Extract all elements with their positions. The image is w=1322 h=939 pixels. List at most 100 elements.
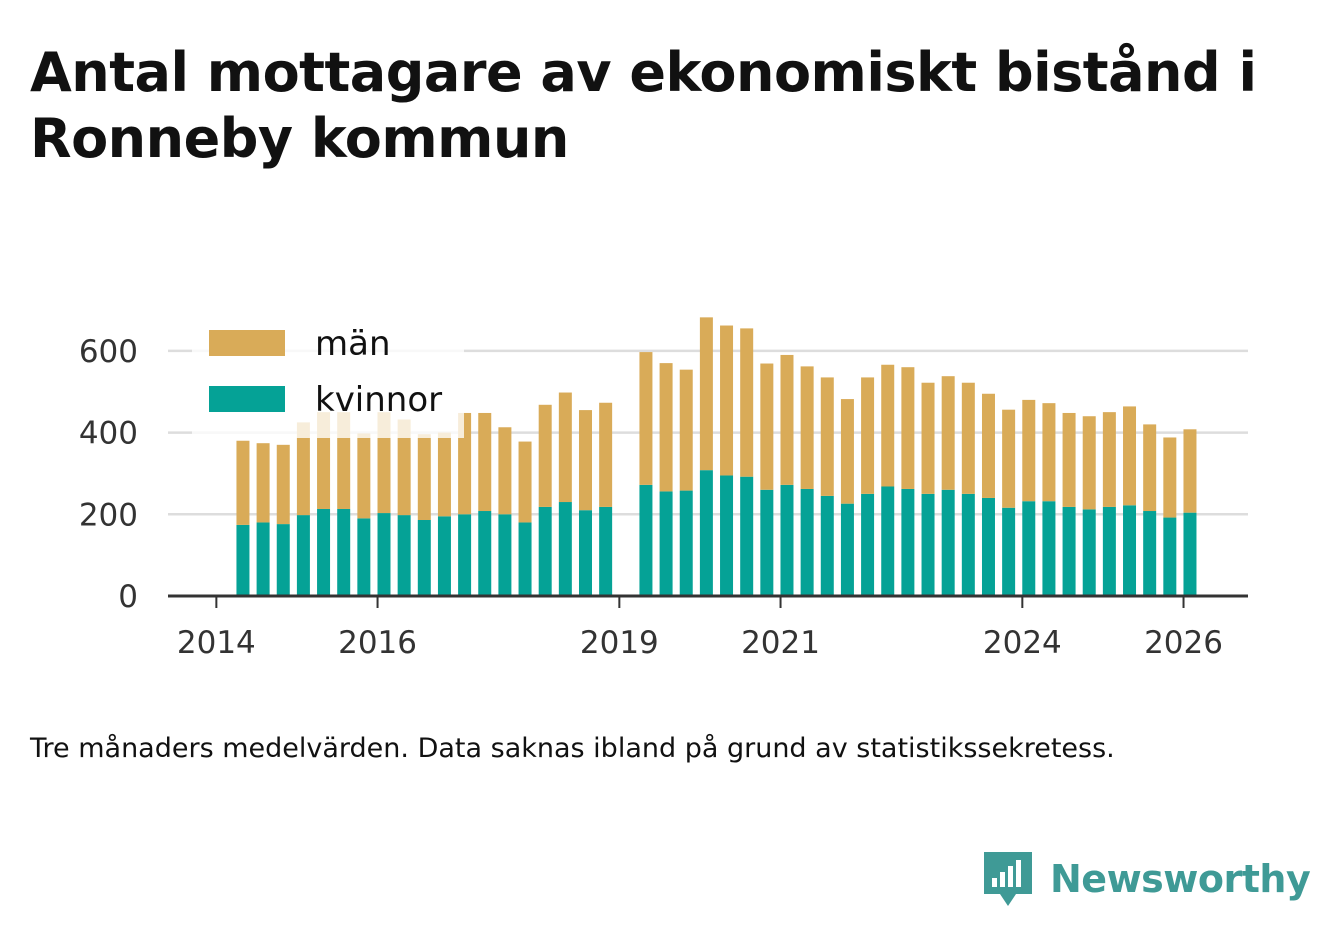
bar-kvinnor	[720, 475, 734, 596]
x-tick-label: 2026	[1144, 625, 1223, 661]
bar-kvinnor	[417, 520, 431, 596]
bar-kvinnor	[317, 508, 331, 596]
bar-man	[861, 377, 875, 494]
bar-man	[901, 367, 915, 489]
bar-man	[1102, 412, 1116, 507]
bar-kvinnor	[1062, 506, 1076, 596]
bar-kvinnor	[518, 522, 532, 596]
bar-kvinnor	[1102, 506, 1116, 596]
bar-kvinnor	[357, 518, 371, 596]
bar-kvinnor	[1163, 517, 1177, 596]
bar-kvinnor	[296, 515, 310, 596]
bar-kvinnor	[478, 511, 492, 596]
bar-man	[840, 399, 854, 504]
bar-man	[1002, 409, 1016, 508]
bar-man	[276, 444, 290, 525]
bar-man	[699, 317, 713, 471]
bar-kvinnor	[921, 493, 935, 596]
x-tick-label: 2019	[580, 625, 659, 661]
bar-man	[800, 366, 814, 489]
bar-kvinnor	[800, 488, 814, 596]
bar-kvinnor	[699, 470, 713, 596]
bar-kvinnor	[961, 493, 975, 596]
bar-man	[820, 377, 834, 496]
legend-label: kvinnor	[315, 380, 442, 420]
bar-man	[1062, 412, 1076, 507]
bar-man	[1163, 437, 1177, 518]
bar-kvinnor	[498, 514, 512, 596]
bar-man	[1183, 429, 1197, 513]
bar-man	[578, 410, 592, 511]
bar-man	[961, 382, 975, 494]
bar-kvinnor	[679, 490, 693, 596]
bar-man	[599, 402, 613, 507]
bar-man	[558, 392, 572, 503]
bar-man	[357, 433, 371, 519]
y-tick-label: 0	[118, 579, 138, 615]
bar-kvinnor	[639, 484, 653, 596]
x-tick-label: 2014	[177, 625, 256, 661]
bar-group	[236, 317, 1197, 596]
bar-kvinnor	[740, 476, 754, 596]
legend: män kvinnor	[192, 318, 464, 438]
y-tick-label: 200	[79, 497, 138, 533]
bar-man	[417, 434, 431, 521]
footnote: Tre månaders medelvärden. Data saknas ib…	[30, 733, 1115, 764]
bar-kvinnor	[941, 489, 955, 596]
bar-kvinnor	[578, 510, 592, 596]
bar-kvinnor	[1082, 509, 1096, 596]
bar-man	[679, 369, 693, 491]
bar-man	[1143, 424, 1157, 512]
bar-kvinnor	[1143, 511, 1157, 596]
x-tick-label: 2021	[741, 625, 820, 661]
legend-swatch	[209, 330, 285, 356]
bar-kvinnor	[820, 495, 834, 596]
x-tick-label: 2016	[338, 625, 417, 661]
brand-logo[interactable]: Newsworthy	[980, 848, 1311, 910]
y-tick-label: 400	[79, 416, 138, 452]
bar-kvinnor	[558, 502, 572, 596]
bar-kvinnor	[659, 491, 673, 596]
bar-kvinnor	[538, 506, 552, 596]
bar-man	[881, 364, 895, 487]
bar-man	[659, 363, 673, 492]
bar-kvinnor	[1022, 501, 1036, 596]
bar-man	[921, 382, 935, 494]
x-tick-label: 2024	[983, 625, 1062, 661]
bar-kvinnor	[1002, 507, 1016, 596]
bar-kvinnor	[377, 513, 391, 596]
bar-kvinnor	[881, 486, 895, 596]
bar-man	[518, 441, 532, 523]
brand-name: Newsworthy	[1050, 857, 1311, 901]
legend-label: män	[315, 324, 391, 364]
bar-man	[1022, 399, 1036, 502]
bar-kvinnor	[599, 506, 613, 596]
bar-kvinnor	[458, 514, 472, 596]
bar-man	[498, 427, 512, 515]
bar-man	[941, 376, 955, 490]
bar-man	[256, 443, 270, 523]
bar-kvinnor	[1183, 512, 1197, 596]
chart-area: män kvinnor 0 200 400 600 2014 2016 2019 2021 202…	[79, 317, 1248, 661]
bar-man	[236, 440, 250, 525]
bar-kvinnor	[780, 484, 794, 596]
bar-man	[740, 328, 754, 477]
legend-swatch	[209, 386, 285, 412]
bar-kvinnor	[437, 516, 451, 596]
bar-man	[1042, 403, 1056, 502]
bar-kvinnor	[1042, 501, 1056, 596]
bar-man	[538, 404, 552, 507]
bar-kvinnor	[256, 522, 270, 596]
chart-title: Antal mottagare av ekonomiskt bistånd i …	[30, 41, 1257, 170]
bar-kvinnor	[337, 508, 351, 596]
bar-man	[1082, 416, 1096, 510]
bar-man	[760, 363, 774, 490]
y-tick-label: 600	[79, 334, 138, 370]
bar-kvinnor	[276, 524, 290, 596]
bar-man	[478, 412, 492, 512]
newsworthy-logo-icon	[984, 852, 1032, 906]
bar-man	[296, 422, 310, 516]
bar-man	[780, 354, 794, 485]
bar-kvinnor	[760, 489, 774, 596]
bar-kvinnor	[1123, 505, 1137, 596]
